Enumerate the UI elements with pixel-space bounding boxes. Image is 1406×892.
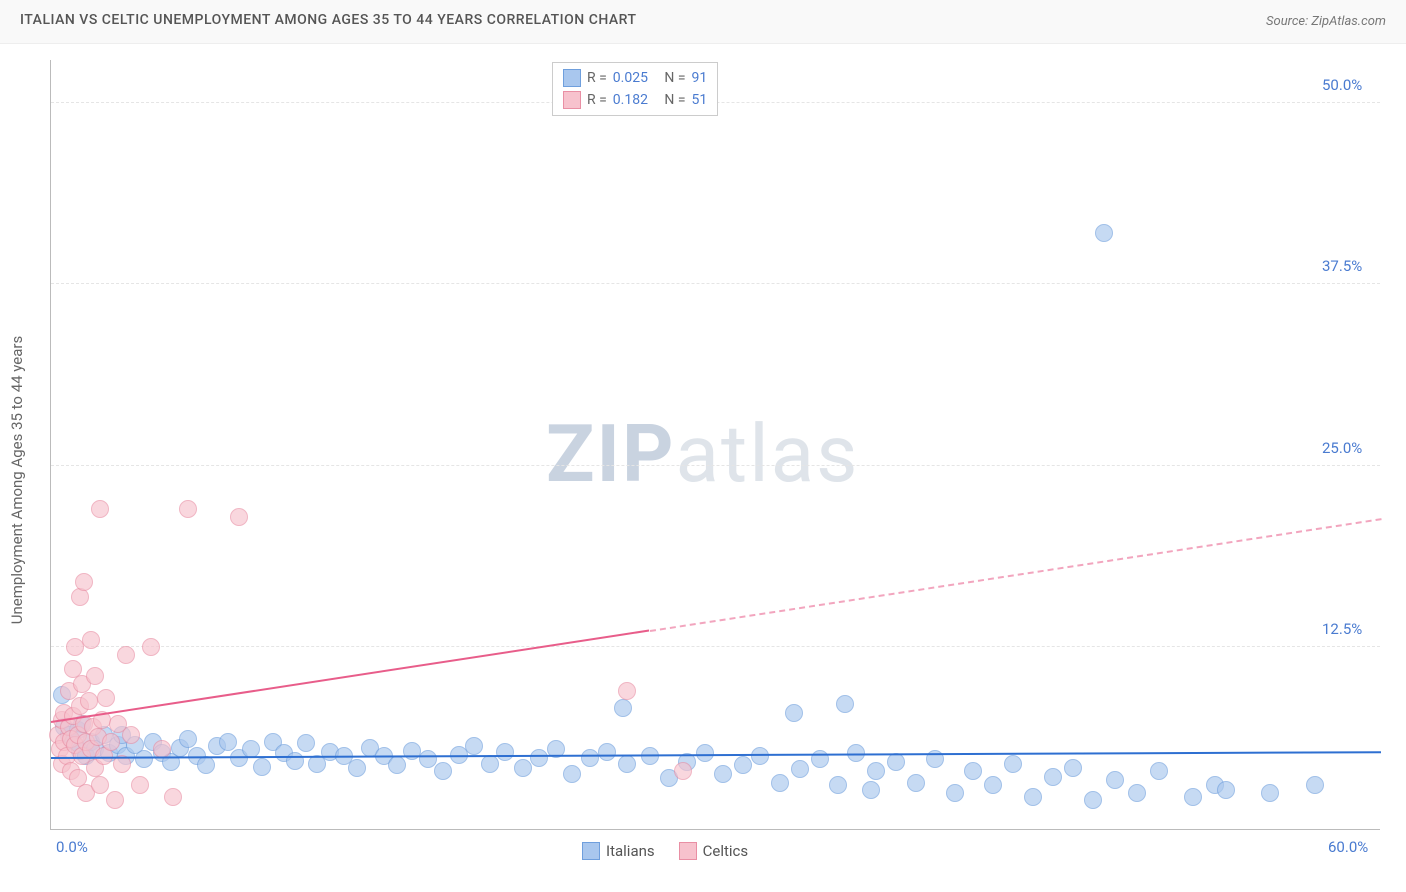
data-point-italians — [1106, 771, 1124, 789]
data-point-italians — [135, 750, 153, 768]
source-label: Source: ZipAtlas.com — [1266, 14, 1386, 29]
data-point-celtics — [102, 733, 120, 751]
trend-line — [649, 518, 1381, 632]
data-point-italians — [714, 765, 732, 783]
data-point-celtics — [674, 762, 692, 780]
y-tick-label: 50.0% — [1322, 76, 1362, 94]
data-point-italians — [1128, 784, 1146, 802]
legend-stats-box: R = 0.025 N = 91R = 0.182 N = 51 — [552, 62, 718, 116]
gridline — [51, 646, 1380, 647]
watermark: ZIPatlas — [546, 407, 859, 501]
data-point-italians — [867, 762, 885, 780]
data-point-italians — [1217, 781, 1235, 799]
legend-item-italians: Italians — [582, 838, 655, 860]
legend-stat-row-italians: R = 0.025 N = 91 — [563, 67, 707, 89]
gridline — [51, 465, 1380, 466]
data-point-italians — [514, 759, 532, 777]
data-point-italians — [964, 762, 982, 780]
data-point-italians — [1184, 788, 1202, 806]
chart-title: ITALIAN VS CELTIC UNEMPLOYMENT AMONG AGE… — [20, 12, 637, 28]
data-point-italians — [829, 776, 847, 794]
data-point-celtics — [153, 740, 171, 758]
data-point-celtics — [230, 508, 248, 526]
data-point-italians — [1044, 768, 1062, 786]
data-point-celtics — [618, 682, 636, 700]
legend-stat-row-celtics: R = 0.182 N = 51 — [563, 89, 707, 111]
data-point-italians — [785, 704, 803, 722]
data-point-italians — [1261, 784, 1279, 802]
data-point-italians — [286, 752, 304, 770]
data-point-celtics — [117, 646, 135, 664]
data-point-celtics — [86, 667, 104, 685]
data-point-italians — [465, 737, 483, 755]
data-point-italians — [297, 734, 315, 752]
legend-series: Italians Celtics — [582, 838, 748, 860]
data-point-italians — [791, 760, 809, 778]
data-point-italians — [1064, 759, 1082, 777]
chart-container: ITALIAN VS CELTIC UNEMPLOYMENT AMONG AGE… — [0, 0, 1406, 892]
data-point-celtics — [75, 573, 93, 591]
data-point-italians — [348, 759, 366, 777]
x-tick-label: 0.0% — [56, 838, 88, 856]
plot-area: ZIPatlas — [50, 60, 1380, 830]
data-point-italians — [946, 784, 964, 802]
y-axis-title: Unemployment Among Ages 35 to 44 years — [8, 336, 26, 624]
y-tick-label: 12.5% — [1322, 620, 1362, 638]
data-point-italians — [984, 776, 1002, 794]
data-point-italians — [1306, 776, 1324, 794]
x-tick-label: 60.0% — [1328, 838, 1368, 856]
data-point-italians — [581, 749, 599, 767]
data-point-italians — [1004, 755, 1022, 773]
data-point-italians — [887, 753, 905, 771]
data-point-celtics — [91, 500, 109, 518]
data-point-italians — [836, 695, 854, 713]
trend-line — [51, 630, 650, 724]
data-point-italians — [253, 758, 271, 776]
y-tick-label: 37.5% — [1322, 257, 1362, 275]
data-point-italians — [771, 774, 789, 792]
data-point-italians — [1150, 762, 1168, 780]
data-point-italians — [434, 762, 452, 780]
data-point-celtics — [131, 776, 149, 794]
data-point-italians — [862, 781, 880, 799]
data-point-celtics — [122, 726, 140, 744]
gridline — [51, 283, 1380, 284]
data-point-celtics — [80, 692, 98, 710]
data-point-italians — [219, 733, 237, 751]
y-tick-label: 25.0% — [1322, 439, 1362, 457]
data-point-italians — [618, 755, 636, 773]
data-point-italians — [907, 774, 925, 792]
data-point-italians — [481, 755, 499, 773]
data-point-celtics — [179, 500, 197, 518]
data-point-italians — [751, 747, 769, 765]
data-point-italians — [563, 765, 581, 783]
data-point-italians — [614, 699, 632, 717]
data-point-italians — [1084, 791, 1102, 809]
data-point-celtics — [164, 788, 182, 806]
data-point-celtics — [82, 631, 100, 649]
data-point-italians — [388, 756, 406, 774]
data-point-celtics — [106, 791, 124, 809]
data-point-italians — [1095, 224, 1113, 242]
data-point-italians — [197, 756, 215, 774]
data-point-italians — [179, 730, 197, 748]
header-bar: ITALIAN VS CELTIC UNEMPLOYMENT AMONG AGE… — [0, 0, 1406, 44]
data-point-celtics — [91, 776, 109, 794]
data-point-italians — [530, 749, 548, 767]
data-point-italians — [598, 743, 616, 761]
data-point-italians — [1024, 788, 1042, 806]
legend-item-celtics: Celtics — [679, 838, 749, 860]
data-point-celtics — [142, 638, 160, 656]
data-point-italians — [496, 743, 514, 761]
data-point-celtics — [97, 689, 115, 707]
data-point-italians — [734, 756, 752, 774]
data-point-italians — [419, 750, 437, 768]
